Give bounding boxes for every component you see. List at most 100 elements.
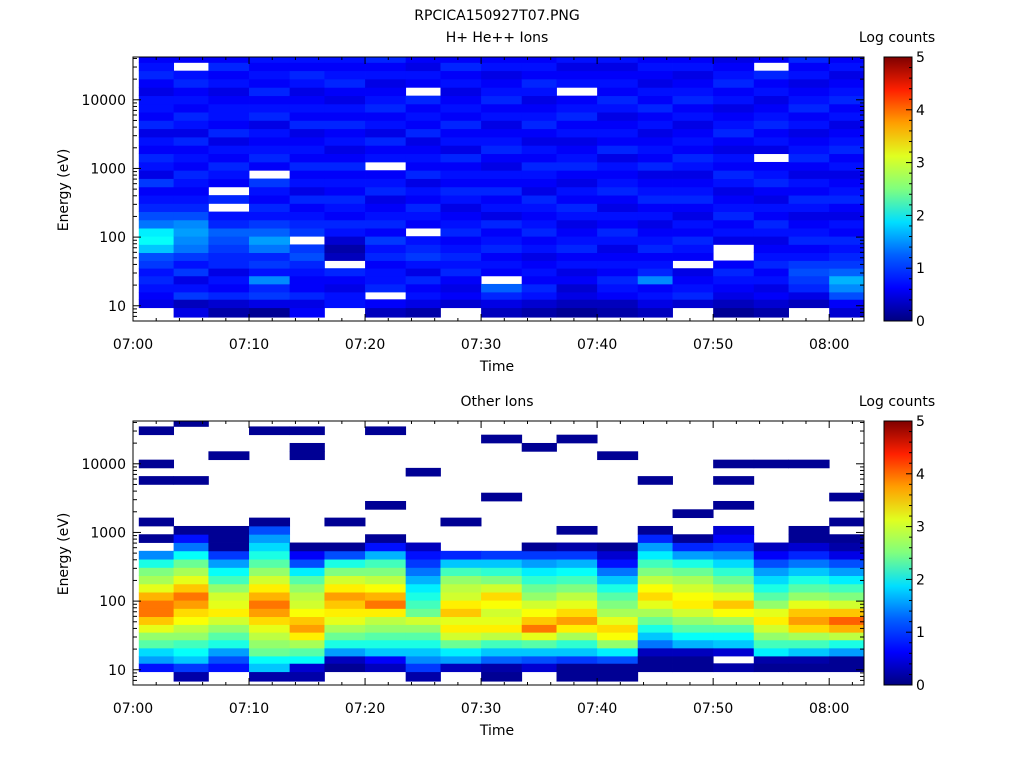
heatmap-cell <box>208 268 250 277</box>
heatmap-cell <box>788 616 830 625</box>
heatmap-cell <box>138 632 175 641</box>
heatmap-cell <box>753 219 789 229</box>
heatmap-cell <box>365 62 407 72</box>
heatmap-cell <box>324 161 366 171</box>
heatmap-cell <box>481 128 523 138</box>
heatmap-cell <box>365 219 407 229</box>
heatmap-cell <box>289 583 325 593</box>
heatmap-cell <box>173 203 209 212</box>
heatmap-cell <box>324 87 366 97</box>
heatmap-cell <box>208 228 250 237</box>
heatmap-cell <box>753 112 789 121</box>
heatmap-cell <box>405 145 441 155</box>
heatmap-cell <box>788 639 830 649</box>
heatmap-cell <box>138 178 175 188</box>
heatmap-cell <box>672 170 714 179</box>
heatmap-cell <box>324 62 366 72</box>
heatmap-cell <box>713 600 755 609</box>
heatmap-cell <box>672 228 714 237</box>
heatmap-cell <box>289 291 325 300</box>
heatmap-cell <box>289 542 325 552</box>
heatmap-cell <box>481 244 523 254</box>
heatmap-cell <box>521 260 557 269</box>
heatmap-cell <box>829 647 865 657</box>
heatmap-cell <box>249 592 291 601</box>
heatmap-cell <box>637 275 673 285</box>
heatmap-cell <box>753 95 789 105</box>
axis-ticks: 07:00 07:10 07:20 07:30 07:40 07:50 08:00 10 100… <box>81 421 864 717</box>
heatmap-cell <box>672 268 714 277</box>
heatmap-cell <box>138 608 175 618</box>
heatmap-cell <box>208 550 250 560</box>
heatmap-cell <box>365 211 407 221</box>
heatmap-cell <box>637 103 673 113</box>
heatmap-cell <box>672 153 714 163</box>
x-tick-label: 07:30 <box>461 701 501 717</box>
heatmap-cell <box>405 136 441 146</box>
heatmap-cell <box>138 236 175 245</box>
heatmap-cell <box>173 639 209 649</box>
heatmap-cell <box>208 592 250 601</box>
heatmap-cell <box>365 57 407 63</box>
heatmap-cell <box>637 252 673 261</box>
heatmap-cell <box>365 426 407 436</box>
heatmap-cell <box>481 170 523 179</box>
heatmap-cell <box>481 219 523 229</box>
heatmap-cell <box>788 534 830 543</box>
heatmap-cell <box>481 136 523 146</box>
heatmap-cell <box>173 195 209 204</box>
heatmap-cell <box>440 600 482 609</box>
heatmap-cell <box>138 112 175 121</box>
heatmap-cell <box>788 575 830 585</box>
heatmap-cell <box>173 592 209 601</box>
heatmap-cell <box>637 244 673 254</box>
heatmap-cell <box>481 112 523 121</box>
heatmap-cell <box>365 260 407 269</box>
heatmap-cell <box>138 647 175 657</box>
heatmap-cell <box>481 639 523 649</box>
heatmap-cell <box>405 655 441 664</box>
heatmap-cell <box>249 600 291 609</box>
heatmap-cell <box>208 575 250 585</box>
heatmap-cell <box>521 103 557 113</box>
heatmap-cell <box>713 70 755 80</box>
heatmap-cell <box>208 211 250 221</box>
heatmap-cell <box>788 195 830 204</box>
heatmap-cell <box>753 236 789 245</box>
heatmap-cell <box>249 575 291 585</box>
heatmap-cell <box>481 57 523 63</box>
heatmap-cell <box>556 291 598 300</box>
heatmap-cell <box>249 219 291 229</box>
heatmap-cell <box>440 219 482 229</box>
heatmap-cell <box>405 78 441 88</box>
heatmap-cell <box>249 211 291 221</box>
heatmap-cell <box>672 559 714 568</box>
heatmap-cell <box>289 87 325 97</box>
heatmap-cell <box>138 517 175 527</box>
heatmap-cell <box>405 103 441 113</box>
heatmap-cell <box>324 632 366 641</box>
heatmap-cell <box>324 57 366 63</box>
heatmap-cell <box>672 655 714 664</box>
heatmap-cell <box>556 655 598 664</box>
heatmap-cell <box>637 476 673 485</box>
heatmap-cell <box>788 136 830 146</box>
heatmap-cell <box>788 542 830 552</box>
heatmap-cell <box>637 87 673 97</box>
heatmap-cell <box>365 583 407 593</box>
heatmap-cell <box>249 639 291 649</box>
heatmap-cell <box>289 153 325 163</box>
colorbar-tick-label: 2 <box>916 208 925 224</box>
heatmap-cell <box>713 236 755 245</box>
heatmap-cell <box>521 655 557 664</box>
heatmap-cell <box>289 600 325 609</box>
heatmap-cell <box>753 228 789 237</box>
heatmap-cell <box>788 583 830 593</box>
heatmap-cell <box>672 275 714 285</box>
heatmap-cell <box>481 583 523 593</box>
heatmap-cell <box>481 87 523 97</box>
heatmap-cell <box>713 550 755 560</box>
heatmap-cell <box>788 211 830 221</box>
heatmap-cell <box>173 283 209 293</box>
heatmap-cell <box>556 542 598 552</box>
